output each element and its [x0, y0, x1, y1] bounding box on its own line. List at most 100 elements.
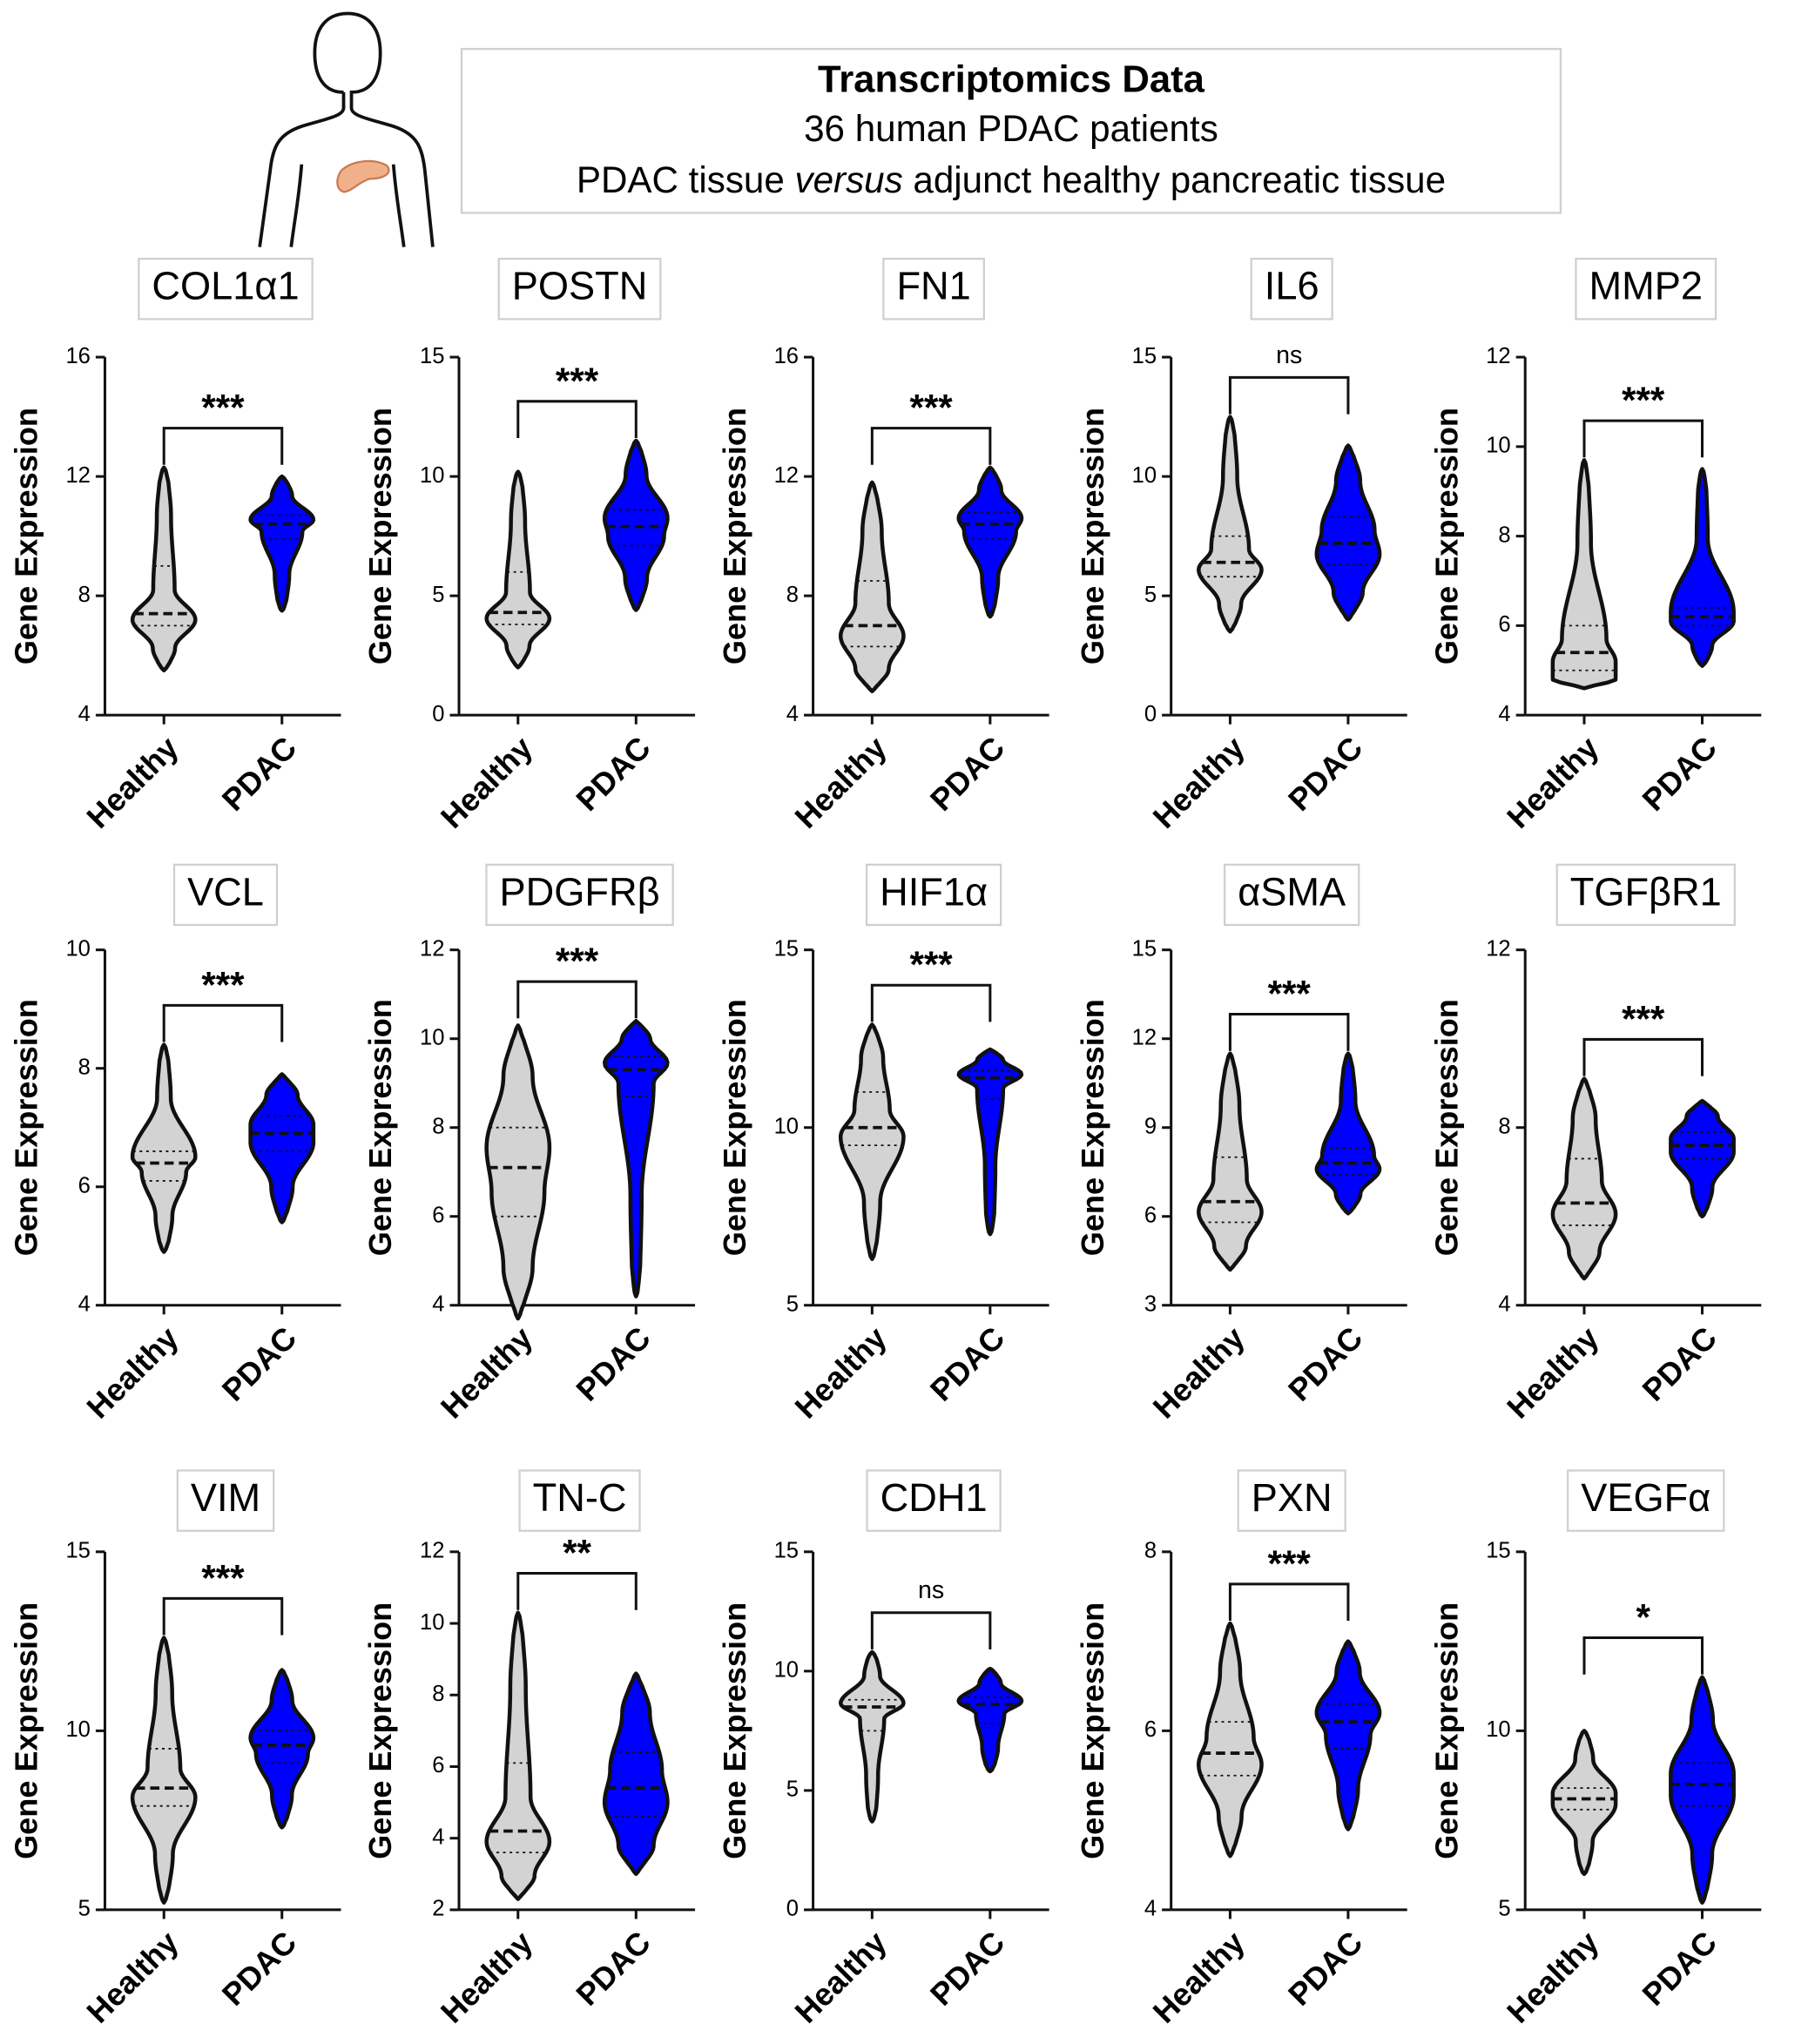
- title-box: [138, 258, 314, 320]
- significance-label: ns: [918, 1576, 944, 1604]
- panel-title: IL6: [1265, 264, 1319, 308]
- significance-label: ***: [909, 944, 953, 985]
- significance-label: ***: [201, 388, 245, 428]
- y-tick-label: 4: [432, 1292, 444, 1317]
- title-box: [518, 1469, 641, 1532]
- significance-label: ***: [201, 1557, 245, 1598]
- significance-bracket: [870, 427, 992, 465]
- y-tick-label: 6: [1144, 1717, 1157, 1742]
- significance-bracket: [870, 983, 992, 1022]
- panel-title: VCL: [187, 869, 264, 914]
- significance-bracket: [870, 1611, 992, 1649]
- significance-label: ***: [1268, 973, 1312, 1014]
- significance-bracket: [516, 980, 638, 1019]
- y-axis-label: Gene Expression: [1075, 999, 1110, 1256]
- y-axis-label: Gene Expression: [9, 999, 44, 1256]
- x-tick-label: PDAC: [569, 1924, 657, 2012]
- y-tick-label: 6: [1498, 612, 1510, 637]
- header-description: PDAC tissue versus adjunct healthy pancr…: [577, 159, 1446, 200]
- violin: [484, 1023, 552, 1321]
- y-tick-label: 8: [1144, 1539, 1157, 1563]
- violin: [956, 1666, 1024, 1774]
- violin: [130, 1636, 198, 1905]
- y-tick-label: 12: [1132, 1025, 1157, 1049]
- title-box: [866, 1469, 1002, 1532]
- panel-title: HIF1α: [880, 869, 988, 914]
- y-tick-label: 10: [420, 463, 444, 488]
- y-tick-label: 8: [78, 583, 91, 607]
- violin: [1550, 457, 1618, 691]
- y-axis-label: Gene Expression: [1428, 408, 1464, 664]
- violin: [1314, 1639, 1382, 1832]
- x-tick-label: PDAC: [1281, 1319, 1369, 1407]
- x-tick-label: PDAC: [1281, 1924, 1369, 2012]
- significance-bracket: [1582, 419, 1704, 458]
- y-axis-label: Gene Expression: [1428, 999, 1464, 1256]
- x-tick-label: Healthy: [1500, 1924, 1605, 2029]
- y-tick-label: 10: [774, 1658, 799, 1683]
- x-tick-label: PDAC: [923, 1319, 1011, 1407]
- panel-title: MMP2: [1589, 264, 1703, 308]
- significance-bracket: [1228, 1582, 1350, 1622]
- title-box: [1567, 1469, 1725, 1532]
- violin: [1197, 415, 1264, 634]
- significance-bracket: [1582, 1636, 1704, 1675]
- x-tick-label: PDAC: [215, 730, 303, 818]
- violin: [1314, 1051, 1382, 1216]
- significance-label: ***: [556, 941, 599, 982]
- x-tick-label: PDAC: [923, 1924, 1011, 2012]
- y-axis-label: Gene Expression: [9, 408, 44, 664]
- y-tick-label: 15: [420, 344, 444, 368]
- x-tick-label: Healthy: [434, 730, 539, 835]
- y-tick-label: 15: [774, 1539, 799, 1563]
- title-box: [172, 863, 279, 927]
- x-tick-label: PDAC: [1636, 1319, 1724, 1407]
- significance-label: ns: [1276, 341, 1302, 369]
- panel-title: POSTN: [512, 264, 648, 308]
- title-box: [1237, 1469, 1346, 1532]
- y-axis-label: Gene Expression: [362, 1602, 398, 1859]
- y-tick-label: 12: [774, 463, 799, 488]
- violin: [484, 469, 552, 670]
- title-box: [1224, 863, 1360, 927]
- y-tick-label: 6: [432, 1753, 444, 1778]
- human-silhouette: [258, 11, 435, 247]
- x-tick-label: Healthy: [1500, 1319, 1605, 1425]
- significance-bracket: [516, 400, 638, 438]
- violin: [1197, 1051, 1264, 1272]
- y-tick-label: 4: [432, 1825, 444, 1849]
- significance-bracket: [162, 1596, 284, 1636]
- y-tick-label: 4: [1498, 1292, 1510, 1317]
- y-axis-label: Gene Expression: [1428, 1602, 1464, 1859]
- y-tick-label: 4: [1144, 1897, 1157, 1921]
- panel-title: TN-C: [533, 1475, 627, 1520]
- x-tick-label: Healthy: [434, 1924, 539, 2029]
- y-tick-label: 16: [774, 344, 799, 368]
- y-tick-label: 10: [1132, 463, 1157, 488]
- significance-label: ***: [909, 388, 953, 428]
- y-tick-label: 4: [78, 1292, 91, 1317]
- x-tick-label: Healthy: [1146, 1319, 1252, 1425]
- y-tick-label: 10: [65, 936, 90, 961]
- y-axis-label: Gene Expression: [1075, 1602, 1110, 1859]
- y-tick-label: 4: [786, 702, 799, 726]
- y-axis-label: Gene Expression: [9, 1602, 44, 1859]
- title-box: [176, 1469, 275, 1532]
- y-tick-label: 15: [1486, 1539, 1510, 1563]
- y-axis-label: Gene Expression: [717, 408, 752, 664]
- panel-title: FN1: [896, 264, 970, 308]
- significance-bracket: [1582, 1037, 1704, 1076]
- y-tick-label: 12: [65, 463, 90, 488]
- x-tick-label: PDAC: [1636, 730, 1724, 818]
- violin: [1550, 1076, 1618, 1281]
- panel-title: αSMA: [1238, 869, 1346, 914]
- significance-label: ***: [1622, 998, 1665, 1039]
- title-box: [485, 863, 674, 927]
- violin: [248, 1072, 316, 1224]
- y-tick-label: 5: [1144, 583, 1157, 607]
- y-tick-label: 8: [786, 583, 799, 607]
- title-box: [497, 258, 662, 320]
- y-tick-label: 0: [786, 1897, 799, 1921]
